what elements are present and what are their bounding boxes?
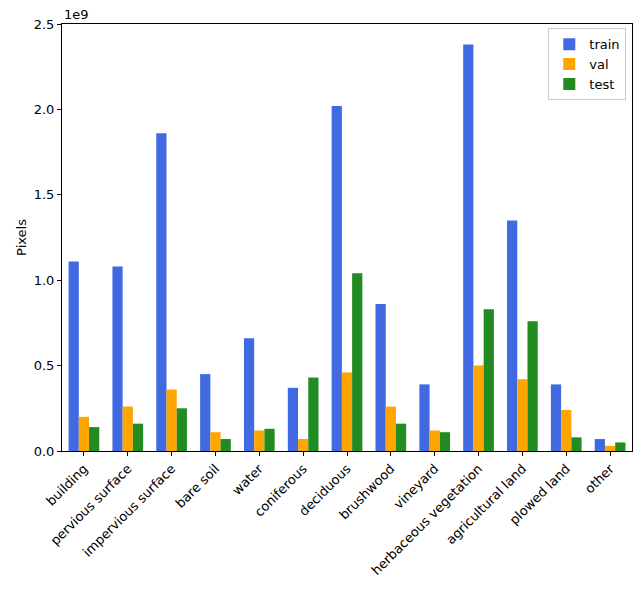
svg-text:test: test <box>589 77 614 92</box>
svg-text:1e9: 1e9 <box>64 7 89 22</box>
svg-text:2.5: 2.5 <box>34 17 55 32</box>
svg-text:water: water <box>229 461 266 498</box>
svg-text:impervious surface: impervious surface <box>80 461 179 560</box>
svg-text:pervious surface: pervious surface <box>47 461 134 548</box>
svg-text:vineyard: vineyard <box>391 461 442 512</box>
svg-text:deciduous: deciduous <box>296 461 354 519</box>
svg-text:1.0: 1.0 <box>34 273 55 288</box>
svg-text:train: train <box>589 37 619 52</box>
svg-text:0.5: 0.5 <box>34 358 55 373</box>
svg-text:Pixels: Pixels <box>14 219 29 256</box>
svg-text:plowed land: plowed land <box>507 461 573 527</box>
svg-text:other: other <box>582 461 618 497</box>
svg-text:1.5: 1.5 <box>34 187 55 202</box>
svg-text:brushwood: brushwood <box>336 461 397 522</box>
svg-text:2.0: 2.0 <box>34 102 55 117</box>
svg-text:bare soil: bare soil <box>172 461 222 511</box>
svg-text:agricultural land: agricultural land <box>443 461 529 547</box>
svg-text:coniferous: coniferous <box>251 461 310 520</box>
svg-text:val: val <box>589 57 608 72</box>
svg-text:0.0: 0.0 <box>34 444 55 459</box>
svg-text:herbaceous vegetation: herbaceous vegetation <box>369 461 486 578</box>
svg-text:building: building <box>43 461 90 508</box>
